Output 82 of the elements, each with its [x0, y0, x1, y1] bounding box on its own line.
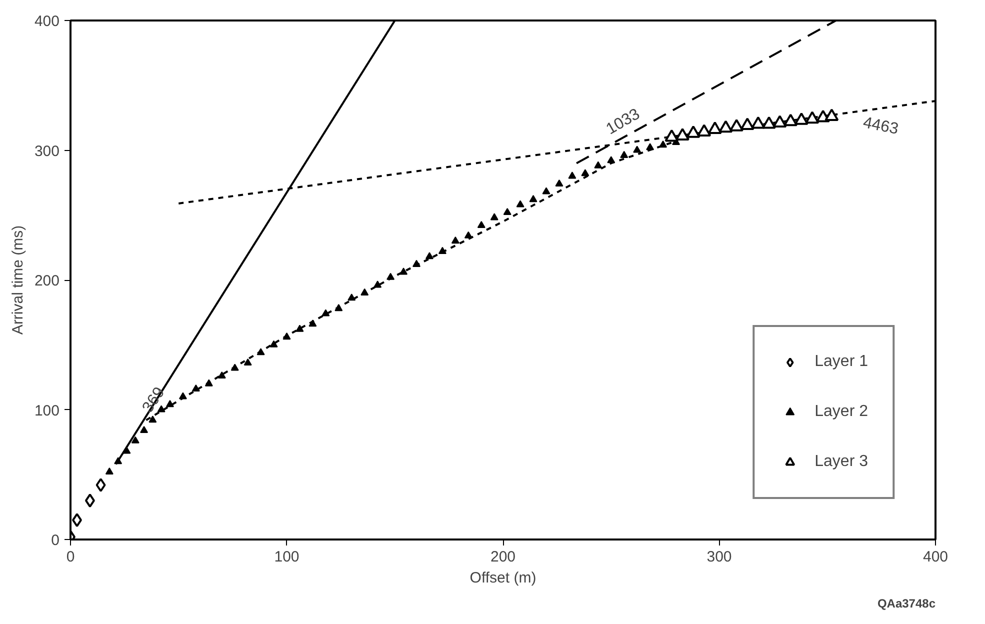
point [334, 304, 343, 312]
legend-label: Layer 3 [814, 453, 868, 471]
point [438, 246, 446, 254]
point [529, 195, 538, 202]
point [412, 260, 420, 267]
point [824, 108, 839, 121]
annotation: 1033 [604, 106, 643, 138]
text: QAa3748c [877, 596, 936, 610]
point [675, 128, 690, 140]
point [451, 236, 460, 244]
y-tick-label: 300 [34, 142, 60, 160]
x-tick-label: 0 [66, 548, 75, 566]
point [178, 392, 187, 400]
point [270, 340, 278, 348]
point [131, 436, 140, 444]
point [568, 172, 576, 179]
point [84, 494, 95, 508]
point [114, 457, 122, 464]
point [740, 118, 754, 130]
point [607, 156, 616, 164]
point [762, 116, 776, 129]
x-tick-label: 400 [922, 548, 948, 566]
point [72, 513, 82, 528]
point [594, 161, 602, 168]
point [166, 400, 174, 408]
x-tick-label: 100 [274, 548, 300, 566]
point [794, 112, 808, 125]
point [96, 478, 106, 492]
x-axis-title: Offset (m) [470, 570, 536, 586]
point [400, 268, 408, 275]
point [708, 122, 722, 134]
point [686, 125, 700, 138]
point [516, 200, 524, 208]
y-tick-label: 400 [34, 13, 60, 30]
y-tick-label: 100 [34, 402, 60, 420]
point [477, 220, 486, 228]
point [296, 324, 304, 332]
point [581, 169, 590, 176]
point [282, 332, 291, 340]
legend-label: Layer 1 [814, 353, 868, 371]
annotation: 369 [139, 384, 168, 416]
point [751, 116, 766, 129]
point [122, 446, 131, 454]
annotation: 4463 [862, 114, 900, 138]
point [244, 358, 252, 366]
point [425, 252, 434, 260]
point [204, 379, 213, 386]
point [697, 124, 712, 137]
point [140, 426, 148, 434]
point [360, 288, 369, 296]
point [464, 231, 472, 238]
point [659, 140, 668, 148]
legend-label: Layer 2 [814, 403, 868, 421]
point [148, 416, 157, 423]
point [503, 208, 512, 216]
y-tick-label: 0 [51, 532, 60, 549]
point [348, 294, 356, 301]
point [718, 120, 733, 133]
point [633, 146, 642, 153]
point [772, 115, 787, 128]
point [105, 467, 114, 475]
point [230, 364, 239, 371]
point [664, 129, 679, 142]
point [322, 309, 330, 316]
point [646, 143, 654, 150]
y-tick-label: 200 [34, 272, 60, 290]
point [784, 114, 798, 126]
point [555, 179, 564, 187]
point [308, 320, 317, 327]
point [192, 384, 200, 392]
x-tick-label: 300 [706, 548, 732, 566]
point [730, 118, 744, 132]
point [386, 272, 395, 280]
y-axis-title: Arrival time (ms) [9, 225, 26, 335]
x-tick-label: 200 [490, 548, 516, 566]
point [218, 371, 226, 379]
point [490, 213, 498, 220]
point [374, 280, 382, 288]
point [620, 150, 628, 158]
point [542, 187, 550, 194]
point [256, 348, 265, 356]
point [805, 111, 820, 124]
